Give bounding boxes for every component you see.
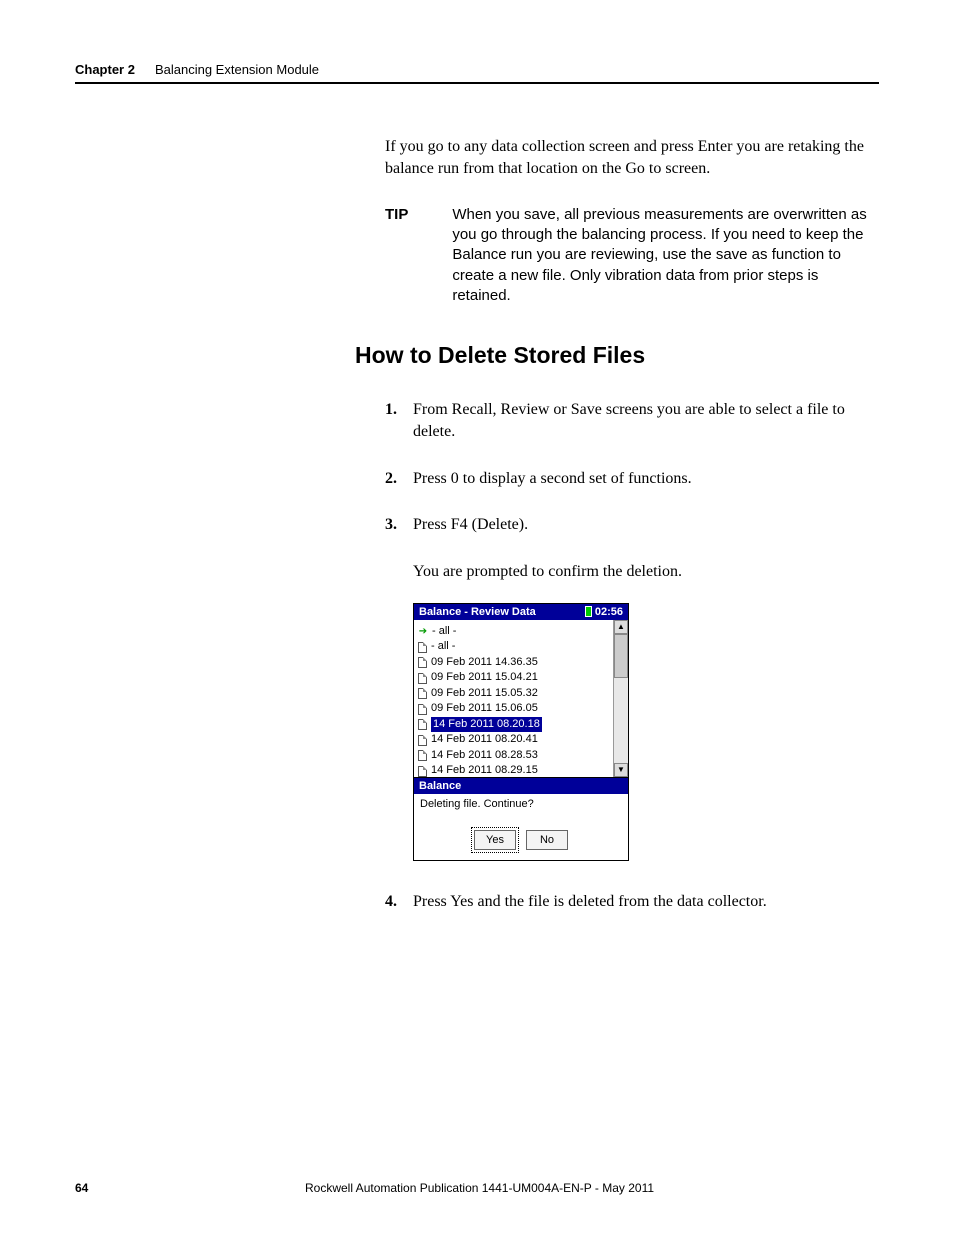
page-footer: 64 Rockwell Automation Publication 1441-… [75,1181,879,1195]
device-titlebar: Balance - Review Data 02:56 [414,604,628,620]
step-text: Press F4 (Delete). [413,514,528,536]
file-icon [418,735,427,746]
file-label: 09 Feb 2011 14.36.35 [431,655,538,671]
step-number: 3. [385,514,403,536]
file-icon [418,766,427,777]
file-icon [418,688,427,699]
publication-info: Rockwell Automation Publication 1441-UM0… [305,1181,879,1195]
file-row[interactable]: 14 Feb 2011 08.20.18 [418,717,610,733]
scroll-track[interactable] [614,634,628,763]
dialog-body: Deleting file. Continue? Yes No [414,794,628,860]
step-text: Press Yes and the file is deleted from t… [413,891,767,913]
scrollbar[interactable]: ▲ ▼ [613,620,628,777]
scroll-thumb[interactable] [614,634,628,678]
file-row[interactable]: - all - [418,639,610,655]
no-button[interactable]: No [526,830,568,850]
step-text: From Recall, Review or Save screens you … [413,399,879,444]
device-status: 02:56 [585,606,623,618]
battery-icon [585,606,592,617]
step-number: 4. [385,891,403,913]
file-row[interactable]: 09 Feb 2011 15.05.32 [418,686,610,702]
tip-block: TIP When you save, all previous measurem… [385,205,869,306]
file-label: 09 Feb 2011 15.04.21 [431,670,538,686]
file-icon [418,750,427,761]
step-3-subtext: You are prompted to confirm the deletion… [413,561,879,583]
step-text: Press 0 to display a second set of funct… [413,468,692,490]
chapter-label: Chapter 2 [75,62,135,77]
file-row[interactable]: 09 Feb 2011 15.04.21 [418,670,610,686]
current-arrow-icon: ➔ [418,627,428,637]
dialog-title: Balance [414,778,628,794]
file-label: - all - [431,639,455,655]
file-icon [418,657,427,668]
file-icon [418,673,427,684]
intro-paragraph: If you go to any data collection screen … [385,136,869,181]
file-label: 14 Feb 2011 08.20.41 [431,732,538,748]
tip-text: When you save, all previous measurements… [452,205,869,306]
page-number: 64 [75,1181,305,1195]
step-number: 1. [385,399,403,444]
step-1: 1. From Recall, Review or Save screens y… [385,399,879,444]
file-label: - all - [432,624,456,640]
file-list[interactable]: ➔- all -- all -09 Feb 2011 14.36.3509 Fe… [414,620,613,777]
step-number: 2. [385,468,403,490]
step-2: 2. Press 0 to display a second set of fu… [385,468,879,490]
file-label: 09 Feb 2011 15.05.32 [431,686,538,702]
page-header: Chapter 2 Balancing Extension Module [75,62,879,84]
yes-button[interactable]: Yes [474,830,516,850]
device-screenshot: Balance - Review Data 02:56 ➔- all -- al… [413,603,629,861]
file-row[interactable]: 14 Feb 2011 08.29.15 [418,763,610,777]
file-label: 14 Feb 2011 08.20.18 [431,717,542,733]
step-3: 3. Press F4 (Delete). [385,514,879,536]
scroll-up-button[interactable]: ▲ [614,620,628,634]
file-label: 14 Feb 2011 08.29.15 [431,763,538,777]
file-row[interactable]: 14 Feb 2011 08.20.41 [418,732,610,748]
file-row[interactable]: ➔ - all - [418,624,610,640]
file-icon [418,704,427,715]
file-label: 14 Feb 2011 08.28.53 [431,748,538,764]
device-time: 02:56 [595,606,623,618]
file-row[interactable]: 09 Feb 2011 15.06.05 [418,701,610,717]
file-row[interactable]: 14 Feb 2011 08.28.53 [418,748,610,764]
device-title: Balance - Review Data [419,606,536,618]
file-row[interactable]: 09 Feb 2011 14.36.35 [418,655,610,671]
step-4: 4. Press Yes and the file is deleted fro… [385,891,879,913]
tip-label: TIP [385,205,408,306]
file-label: 09 Feb 2011 15.06.05 [431,701,538,717]
file-icon [418,642,427,653]
section-heading: How to Delete Stored Files [355,342,879,369]
file-icon [418,719,427,730]
scroll-down-button[interactable]: ▼ [614,763,628,777]
dialog-message: Deleting file. Continue? [420,798,622,810]
chapter-title: Balancing Extension Module [155,62,319,77]
